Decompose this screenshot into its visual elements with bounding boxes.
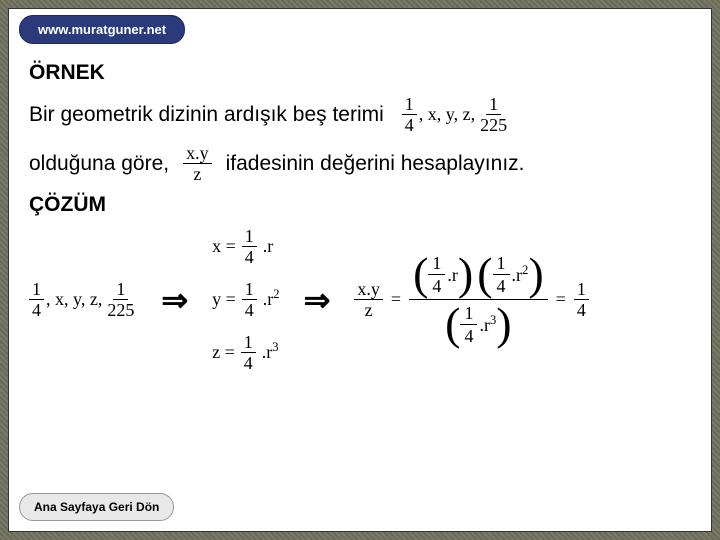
sequence-expr: 1 4 , x, y, z, 1 225 <box>402 95 510 134</box>
den: 4 <box>242 247 257 266</box>
den: 4 <box>29 300 44 319</box>
tail: .r2 <box>263 289 280 310</box>
frac: 1 4 <box>242 227 257 266</box>
problem-line-2: olduğuna göre, x.y z ifadesinin değerini… <box>29 144 691 183</box>
heading-cozum: ÇÖZÜM <box>29 193 691 217</box>
big-num: 14 .r 14 .r2 <box>409 250 548 300</box>
paren-2: 14 .r2 <box>477 252 543 297</box>
den: 225 <box>104 300 137 319</box>
equals: = <box>391 289 401 310</box>
den: 4 <box>241 353 256 372</box>
paren-1: 14 .r <box>413 252 473 297</box>
den: 4 <box>242 300 257 319</box>
problem-text-2b: ifadesinin değerini hesaplayınız. <box>226 152 525 176</box>
eq-x: x = 1 4 .r <box>212 227 279 266</box>
seq-mid: , x, y, z, <box>46 289 102 310</box>
seq-mid: , x, y, z, <box>419 104 475 125</box>
frac: 1 4 <box>241 333 256 372</box>
final-calc: x.y z = 14 .r 14 <box>354 250 588 349</box>
frac-1-4: 1 4 <box>29 280 44 319</box>
big-frac: 14 .r 14 .r2 <box>409 250 548 349</box>
url-pill[interactable]: www.muratguner.net <box>19 15 185 44</box>
frac-1-225: 1 225 <box>104 280 137 319</box>
den: 4 <box>574 300 589 319</box>
slide-page: www.muratguner.net ÖRNEK Bir geometrik d… <box>8 8 712 532</box>
problem-text-2a: olduğuna göre, <box>29 152 169 176</box>
lhs-frac: x.y z <box>354 280 383 319</box>
equations-column: x = 1 4 .r y = 1 4 .r2 z = <box>212 227 279 372</box>
xy-over-z: x.y z <box>183 144 212 183</box>
frac: 1 4 <box>242 280 257 319</box>
den: 225 <box>477 115 510 134</box>
num: 1 <box>29 280 44 300</box>
tail: .r3 <box>262 342 279 363</box>
back-button[interactable]: Ana Sayfaya Geri Dön <box>19 493 174 521</box>
heading-ornek: ÖRNEK <box>29 61 691 85</box>
num: 1 <box>402 95 417 115</box>
num: 1 <box>242 280 257 300</box>
arrow-icon: ⇒ <box>161 281 188 319</box>
num: 1 <box>113 280 128 300</box>
tail: .r <box>263 236 274 257</box>
sequence-repeat: 1 4 , x, y, z, 1 225 <box>29 280 137 319</box>
solution-row-1: 1 4 , x, y, z, 1 225 ⇒ x = 1 4 .r <box>29 227 691 372</box>
arrow-icon: ⇒ <box>304 281 331 319</box>
final-answer: 1 4 <box>574 280 589 319</box>
lhs: z = <box>212 342 235 363</box>
frac-1-225: 1 225 <box>477 95 510 134</box>
num: x.y <box>183 144 212 164</box>
frac-1-4: 1 4 <box>402 95 417 134</box>
problem-line-1: Bir geometrik dizinin ardışık beş terimi… <box>29 95 691 134</box>
big-den: 14 .r3 <box>441 300 515 349</box>
lhs: y = <box>212 289 236 310</box>
paren-3: 14 .r3 <box>445 302 511 347</box>
problem-text-1: Bir geometrik dizinin ardışık beş terimi <box>29 103 384 127</box>
eq-y: y = 1 4 .r2 <box>212 280 279 319</box>
eq-z: z = 1 4 .r3 <box>212 333 279 372</box>
num: 1 <box>574 280 589 300</box>
num: 1 <box>241 333 256 353</box>
num: 1 <box>242 227 257 247</box>
num: 1 <box>486 95 501 115</box>
content-area: ÖRNEK Bir geometrik dizinin ardışık beş … <box>29 17 691 372</box>
equals: = <box>556 289 566 310</box>
den: 4 <box>402 115 417 134</box>
lhs: x = <box>212 236 236 257</box>
den: z <box>362 300 376 319</box>
num: x.y <box>354 280 383 300</box>
den: z <box>190 164 204 183</box>
